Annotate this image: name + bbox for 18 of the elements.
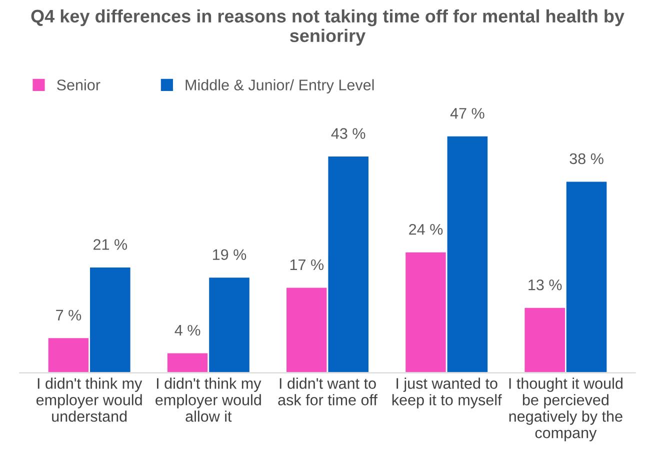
- data-label: 19 %: [213, 249, 246, 260]
- chart-title: Q4 key differences in reasons not taking time off for mental health by senioriry: [31, 9, 624, 46]
- x-tick-label: I didn't think my employer would understand: [36, 378, 142, 422]
- x-tick-label: I didn't think my employer would allow it: [156, 378, 262, 422]
- x-tick-label: I just wanted to keep it to myself: [392, 378, 502, 408]
- x-tick-label: I didn't want to ask for time off: [278, 378, 378, 406]
- legend-label: Middle & Junior/ Entry Level: [186, 79, 374, 94]
- legend-label: Senior: [57, 79, 100, 90]
- data-label: 47 %: [450, 108, 484, 119]
- data-label: 4 %: [174, 324, 200, 336]
- data-label: 43 %: [331, 128, 366, 139]
- data-label: 13 %: [528, 279, 562, 290]
- data-label: 38 %: [570, 153, 604, 164]
- x-tick-label: I thought it would be percieved negatively by the company: [509, 378, 622, 442]
- data-label: 7 %: [56, 310, 82, 321]
- data-label: 17 %: [290, 259, 324, 270]
- data-label: 24 %: [409, 224, 443, 235]
- data-label: 21 %: [94, 239, 128, 250]
